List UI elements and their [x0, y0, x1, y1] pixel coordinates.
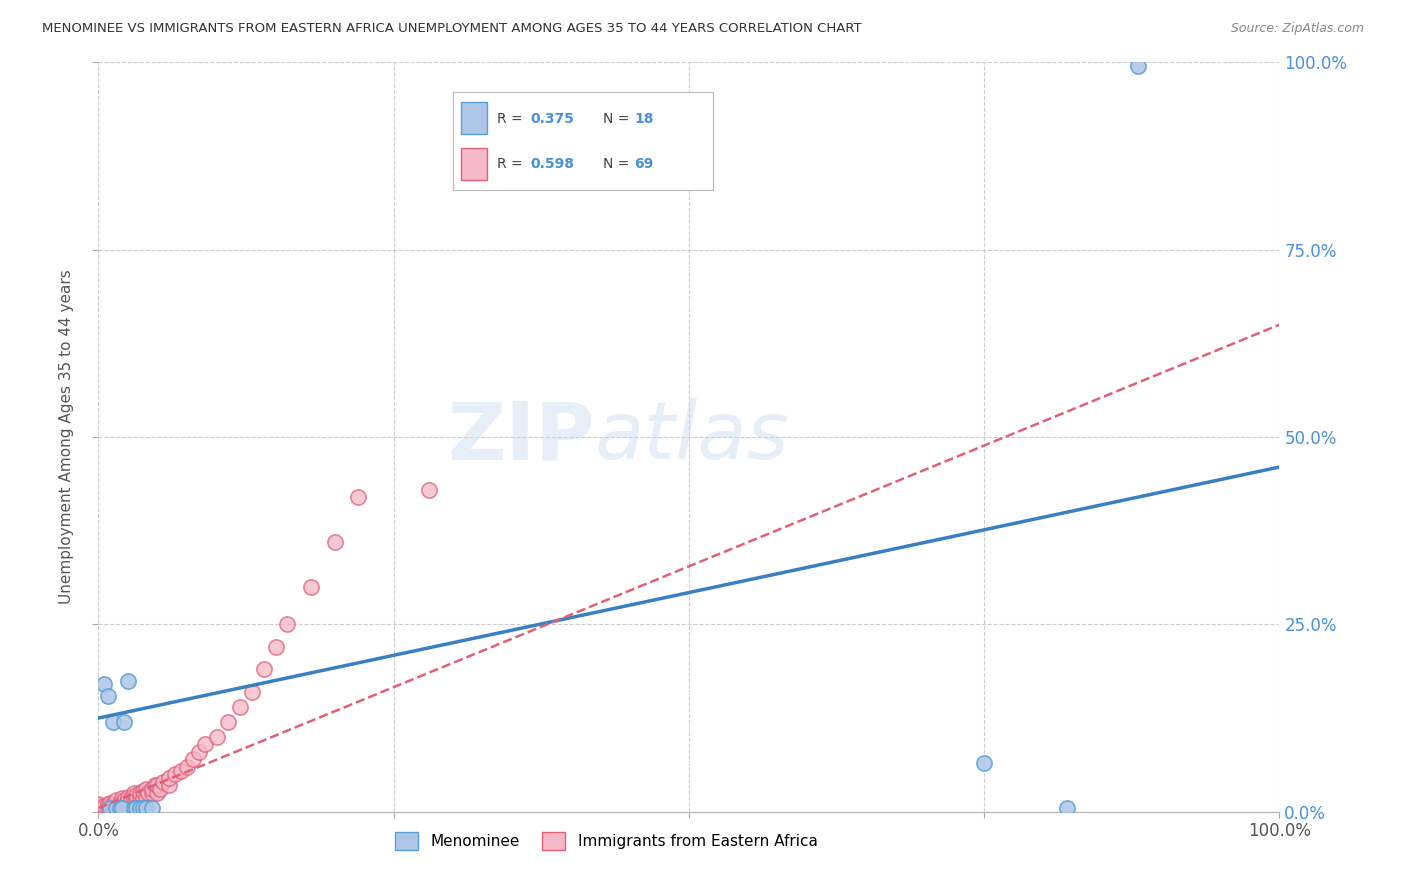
- Point: [146, 786, 169, 800]
- Point: [117, 793, 139, 807]
- Text: atlas: atlas: [595, 398, 789, 476]
- Point: [97, 801, 120, 815]
- Point: [87, 798, 110, 813]
- Point: [117, 797, 139, 812]
- Point: [122, 797, 145, 812]
- Point: [132, 801, 155, 815]
- Point: [141, 786, 163, 800]
- Point: [217, 714, 239, 729]
- Point: [122, 786, 145, 800]
- Point: [135, 782, 157, 797]
- Point: [136, 786, 159, 800]
- Point: [264, 640, 287, 654]
- Point: [93, 801, 115, 815]
- Point: [98, 796, 121, 810]
- Point: [98, 801, 121, 815]
- Point: [141, 782, 163, 797]
- Point: [128, 786, 150, 800]
- Point: [108, 801, 131, 815]
- Point: [187, 745, 209, 759]
- Point: [1126, 59, 1149, 73]
- Point: [112, 798, 135, 813]
- Point: [165, 767, 187, 781]
- Point: [101, 797, 124, 812]
- Point: [176, 760, 198, 774]
- Point: [253, 662, 276, 676]
- Point: [157, 771, 180, 785]
- Point: [299, 580, 322, 594]
- Point: [128, 789, 150, 804]
- Point: [132, 791, 155, 805]
- Point: [132, 783, 155, 797]
- Point: [111, 801, 134, 815]
- Point: [121, 791, 143, 805]
- Point: [97, 689, 120, 703]
- Point: [143, 779, 166, 793]
- Point: [108, 801, 131, 815]
- Point: [101, 714, 124, 729]
- Y-axis label: Unemployment Among Ages 35 to 44 years: Unemployment Among Ages 35 to 44 years: [59, 269, 75, 605]
- Point: [117, 789, 139, 804]
- Point: [112, 793, 135, 807]
- Point: [141, 801, 163, 815]
- Point: [101, 801, 124, 815]
- Point: [105, 801, 128, 815]
- Point: [112, 714, 135, 729]
- Text: Source: ZipAtlas.com: Source: ZipAtlas.com: [1230, 22, 1364, 36]
- Point: [98, 798, 121, 813]
- Point: [135, 801, 157, 815]
- Point: [87, 801, 110, 815]
- Point: [87, 801, 110, 815]
- Point: [973, 756, 995, 770]
- Point: [323, 535, 346, 549]
- Point: [87, 801, 110, 815]
- Legend: Menominee, Immigrants from Eastern Africa: Menominee, Immigrants from Eastern Afric…: [389, 826, 824, 856]
- Point: [194, 737, 217, 751]
- Point: [111, 796, 134, 810]
- Point: [108, 796, 131, 810]
- Point: [149, 782, 172, 797]
- Point: [418, 483, 440, 497]
- Point: [105, 801, 128, 815]
- Point: [105, 797, 128, 812]
- Point: [125, 801, 148, 815]
- Point: [87, 801, 110, 815]
- Point: [97, 797, 120, 812]
- Point: [240, 685, 263, 699]
- Point: [122, 791, 145, 805]
- Point: [347, 490, 370, 504]
- Point: [205, 730, 228, 744]
- Point: [105, 793, 128, 807]
- Point: [125, 793, 148, 807]
- Point: [229, 699, 252, 714]
- Point: [181, 752, 204, 766]
- Point: [125, 789, 148, 803]
- Point: [111, 791, 134, 805]
- Point: [121, 796, 143, 810]
- Point: [117, 673, 139, 688]
- Point: [157, 779, 180, 793]
- Point: [111, 798, 134, 813]
- Point: [87, 797, 110, 812]
- Point: [122, 801, 145, 815]
- Point: [93, 801, 115, 815]
- Point: [276, 617, 298, 632]
- Text: MENOMINEE VS IMMIGRANTS FROM EASTERN AFRICA UNEMPLOYMENT AMONG AGES 35 TO 44 YEA: MENOMINEE VS IMMIGRANTS FROM EASTERN AFR…: [42, 22, 862, 36]
- Point: [146, 779, 169, 793]
- Point: [135, 789, 157, 804]
- Point: [93, 798, 115, 813]
- Text: ZIP: ZIP: [447, 398, 595, 476]
- Point: [170, 764, 193, 778]
- Point: [128, 801, 150, 815]
- Point: [1056, 801, 1078, 815]
- Point: [98, 801, 121, 815]
- Point: [93, 677, 115, 691]
- Point: [152, 774, 174, 789]
